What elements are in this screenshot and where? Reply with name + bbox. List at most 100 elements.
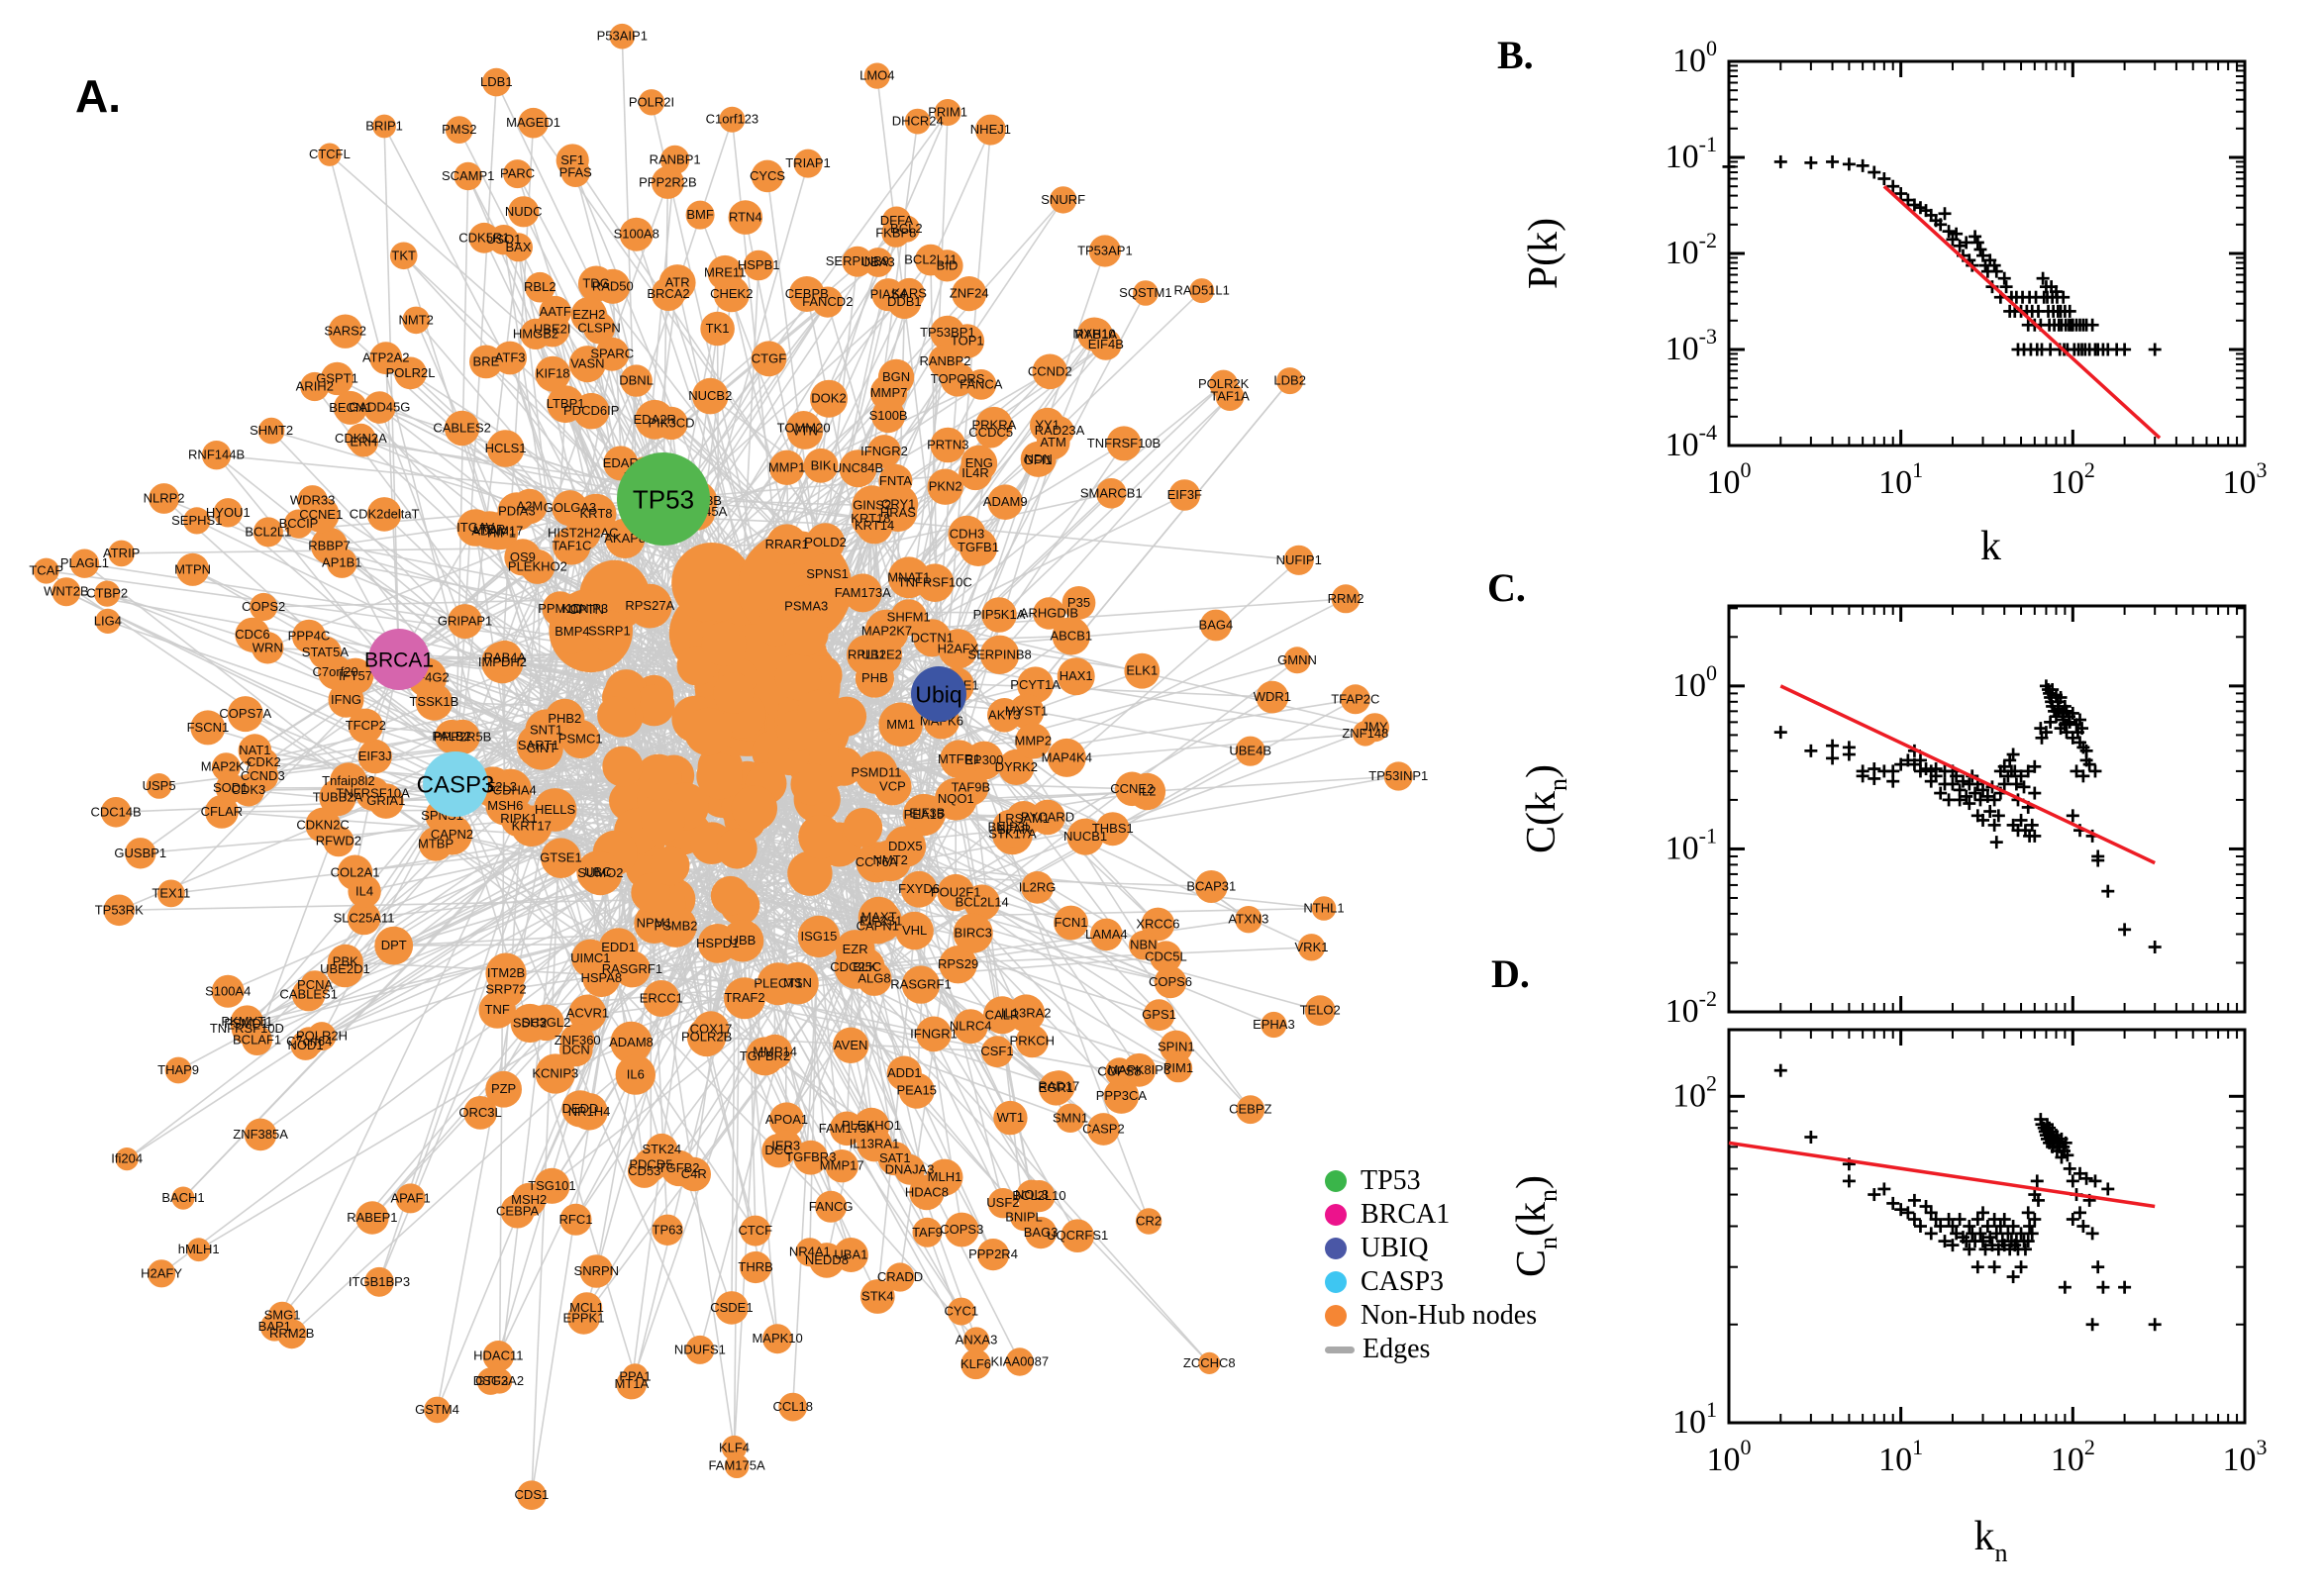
- axis-ticks: [1727, 1030, 2247, 1425]
- gene-label: NQO1: [938, 791, 974, 806]
- gene-label: USO1: [486, 232, 521, 247]
- gene-label: IL6: [627, 1067, 645, 1082]
- y-tick-label: 10-2: [1666, 986, 1717, 1030]
- gene-label: VCP: [879, 778, 906, 793]
- y-tick-label: 102: [1672, 1070, 1717, 1114]
- gene-label: PHB2: [548, 711, 581, 726]
- gene-label: LMO4: [859, 68, 894, 83]
- gene-label: DFFA: [880, 213, 914, 228]
- gene-label: MAP2K7: [201, 759, 252, 774]
- gene-label: RNF144B: [188, 448, 245, 462]
- gene-label: CCND2: [1028, 363, 1072, 378]
- gene-label: RRAR1: [765, 537, 809, 551]
- gene-label: ITGAV: [456, 520, 494, 535]
- gene-label: STAT5A: [302, 645, 350, 659]
- gene-label: WDR33: [290, 492, 336, 507]
- gene-label: BCAP31: [1186, 879, 1236, 894]
- gene-label: ENG: [965, 455, 993, 470]
- gene-label: POU2F1: [931, 885, 981, 900]
- y-tick-label: 10-2: [1666, 228, 1717, 271]
- network-svg: TCAP Ifi204 H2AFY ZCCHC8 CDS1 hMLH1 BAP1 CTCFL W…: [29, 23, 1428, 1510]
- gene-label: DCN: [562, 1042, 590, 1056]
- axis-ticks: [1727, 59, 2247, 448]
- gene-label: POLR2K: [1198, 376, 1250, 391]
- gene-label: MAP4K4: [1042, 749, 1092, 764]
- gene-label: BCL2: [890, 221, 923, 236]
- gene-label: NDUFS1: [674, 1342, 726, 1356]
- x-tick-label: 101: [1878, 1435, 1923, 1478]
- gene-label: PPA1: [619, 1368, 651, 1383]
- gene-label: TOP1: [951, 334, 984, 349]
- gene-label: PPM1D: [538, 601, 582, 616]
- gene-label: PARC: [500, 166, 535, 181]
- gene-label: TOPORS: [931, 371, 985, 386]
- gene-label: IL13RA1: [850, 1137, 900, 1151]
- gene-label: TNFRSF10D: [210, 1021, 284, 1036]
- gene-label: PLEKHO2: [508, 558, 567, 573]
- gene-label: SMARCB1: [1080, 485, 1143, 500]
- gene-label: MT1A: [614, 1376, 649, 1391]
- gene-label: NBN: [1130, 938, 1157, 952]
- gene-label: GUSBP1: [114, 846, 166, 860]
- gene-label: SERPINB8: [967, 647, 1031, 661]
- gene-label: CSF1: [980, 1044, 1013, 1058]
- gene-label: SEPHS1: [171, 513, 222, 528]
- gene-label: NEDD8: [805, 1252, 849, 1267]
- gene-label: ITGB1BP3: [349, 1274, 410, 1289]
- gene-label: UIMC1: [570, 950, 610, 965]
- gene-label: KARS: [891, 286, 927, 301]
- gene-label: MAGED1: [506, 115, 560, 130]
- gene-label: GADD45G: [349, 400, 410, 415]
- gene-label: TK1: [706, 321, 730, 336]
- gene-label: SUMO2: [577, 865, 623, 880]
- gene-label: LIG4: [94, 613, 122, 628]
- gene-label: NLRP2: [144, 491, 185, 506]
- gene-label: AATF: [540, 304, 571, 319]
- gene-label: ALG8: [858, 970, 890, 985]
- gene-label: CR2: [1136, 1214, 1162, 1229]
- tp53-dot-icon: [1325, 1170, 1347, 1192]
- data-points: [1773, 1063, 2162, 1332]
- gene-label: EDA2R: [634, 412, 676, 427]
- gene-label: BCL2L11: [904, 252, 957, 267]
- gene-label: HSPB1: [738, 257, 780, 272]
- gene-label: SARS2: [324, 324, 366, 339]
- gene-label: ATXN3: [1228, 912, 1268, 927]
- gene-label: CDC25C: [830, 959, 881, 974]
- gene-label: BCL2L14: [956, 895, 1009, 910]
- gene-label: AKT3: [988, 707, 1021, 722]
- gene-label: TNFRSF10A: [336, 786, 410, 801]
- gene-label: NUCB1: [1063, 829, 1107, 844]
- legend: TP53 BRCA1 UBIQ CASP3 Non-Hub nodes Edge…: [1325, 1164, 1537, 1366]
- gene-label: UBE2D1: [320, 961, 370, 976]
- gene-label: NUFIP1: [1276, 552, 1322, 567]
- y-axis-label: P(k): [1521, 218, 1566, 289]
- gene-label: YY1: [1036, 418, 1060, 433]
- gene-label: CDK2: [247, 754, 281, 769]
- gene-label: P35: [1067, 595, 1090, 610]
- gene-label: STK4: [861, 1289, 894, 1304]
- gene-label: SOD1: [213, 780, 248, 795]
- x-tick-label: 103: [2223, 1435, 2268, 1478]
- gene-label: RBL2: [524, 279, 556, 294]
- gene-label: P53AIP1: [597, 29, 648, 44]
- gene-label: GSPT1: [316, 370, 358, 385]
- gene-label: TNF: [485, 1002, 510, 1017]
- gene-label: BIRC3: [955, 926, 992, 941]
- gene-label: EGR1: [1039, 1080, 1073, 1095]
- gene-label: TSSK1B: [409, 694, 458, 709]
- gene-label: BMF: [686, 207, 714, 222]
- gene-label: GOLGA3: [544, 500, 596, 515]
- gene-label: ATR: [665, 275, 690, 290]
- gene-label: FANCD2: [802, 294, 853, 309]
- gene-label: COPS8: [1097, 1064, 1141, 1079]
- gene-label: COPS3: [940, 1222, 983, 1237]
- gene-label: ZNF24: [950, 286, 989, 301]
- gene-label: C7orf20: [312, 664, 357, 679]
- gene-label: NDN: [1025, 451, 1053, 466]
- gene-label: PKN2: [929, 479, 962, 494]
- gene-label: EIF3B: [909, 806, 945, 821]
- hub-label-casp3: CASP3: [417, 772, 495, 799]
- gene-label: SHFM1: [887, 610, 931, 625]
- gene-label: SDC2: [513, 1016, 548, 1031]
